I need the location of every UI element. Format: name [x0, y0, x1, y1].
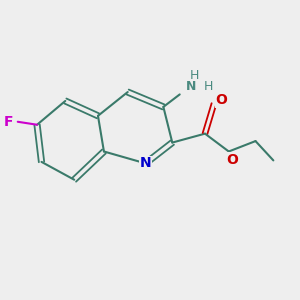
Text: F: F: [4, 115, 14, 129]
Text: H: H: [190, 69, 199, 82]
Text: O: O: [226, 153, 238, 167]
Text: N: N: [140, 156, 152, 170]
Text: H: H: [203, 80, 213, 93]
Text: N: N: [185, 80, 196, 93]
Text: O: O: [215, 93, 227, 107]
